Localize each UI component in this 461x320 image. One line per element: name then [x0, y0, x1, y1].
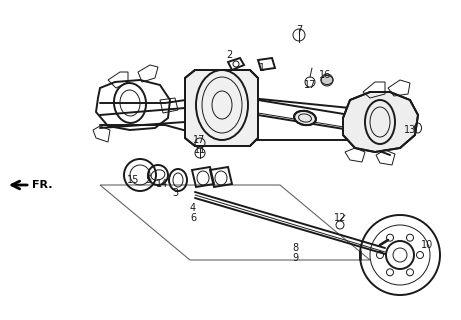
Text: 5: 5	[145, 175, 151, 185]
Text: 2: 2	[226, 50, 232, 60]
Ellipse shape	[294, 111, 316, 125]
Text: 17: 17	[193, 135, 205, 145]
Text: 11: 11	[194, 145, 206, 155]
Text: 1: 1	[259, 63, 265, 73]
Text: 10: 10	[421, 240, 433, 250]
Text: 9: 9	[292, 253, 298, 263]
Text: 8: 8	[292, 243, 298, 253]
Text: 14: 14	[156, 179, 168, 189]
Text: 16: 16	[319, 70, 331, 80]
Polygon shape	[343, 92, 418, 152]
Text: 13: 13	[404, 125, 416, 135]
Ellipse shape	[196, 70, 248, 140]
Text: 12: 12	[334, 213, 346, 223]
Text: 4: 4	[190, 203, 196, 213]
Text: 17: 17	[304, 80, 316, 90]
Text: FR.: FR.	[32, 180, 53, 190]
Text: 7: 7	[296, 25, 302, 35]
Text: 15: 15	[127, 175, 139, 185]
Circle shape	[321, 74, 333, 86]
Polygon shape	[185, 70, 258, 146]
Text: 6: 6	[190, 213, 196, 223]
Text: 3: 3	[172, 188, 178, 198]
